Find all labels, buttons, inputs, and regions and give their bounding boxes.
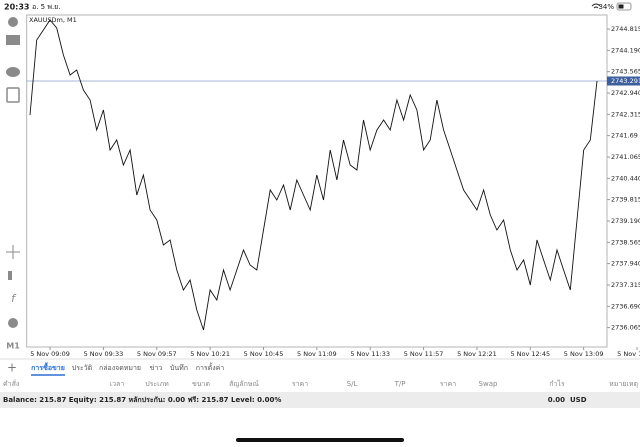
y-tick-label: 2737.940 (611, 260, 640, 268)
y-tick-label: 2742.315 (611, 110, 640, 118)
profit-total: 0.00 (548, 396, 565, 404)
current-price-box (607, 76, 640, 86)
current-price-label: 2743.291 (611, 77, 640, 85)
x-tick-label: 5 Nov 10:21 (190, 350, 230, 358)
status-battery: 34% (598, 3, 614, 11)
y-tick-label: 2741.69 (611, 132, 638, 140)
x-tick-label: 5 Nov 13:09 (564, 350, 604, 358)
y-tick-label: 2737.315 (611, 281, 640, 289)
wifi-icon (591, 3, 601, 9)
x-tick-label: 5 Nov 12:21 (457, 350, 497, 358)
balance-summary: Balance: 215.87 Equity: 215.87 หลักประกั… (3, 396, 281, 404)
chart-frame (26, 14, 608, 348)
timeframe-button[interactable]: M1 (6, 342, 20, 351)
balance-bar (0, 392, 640, 408)
objects-icon[interactable] (8, 318, 18, 328)
column-header: เวลา (110, 380, 125, 388)
function-icon[interactable]: f (11, 292, 17, 305)
x-tick-label: 5 Nov 11:57 (404, 350, 444, 358)
x-tick-label: 5 Nov 13:33 (617, 350, 640, 358)
indicators-icon[interactable] (8, 271, 12, 280)
column-header: ราคา (292, 380, 308, 388)
x-tick-label: 5 Nov 09:33 (84, 350, 124, 358)
column-header: ประเภท (145, 380, 169, 388)
column-header: ขนาด (192, 380, 210, 388)
y-tick-label: 2736.065 (611, 324, 640, 332)
y-tick-label: 2744.815 (611, 25, 640, 33)
column-header: S/L (347, 380, 358, 388)
x-tick-label: 5 Nov 09:09 (30, 350, 70, 358)
tab[interactable]: การซื้อขาย (31, 361, 65, 372)
new-order-icon[interactable] (6, 87, 20, 103)
x-tick-label: 5 Nov 11:33 (350, 350, 390, 358)
x-tick-label: 5 Nov 11:09 (297, 350, 337, 358)
tab[interactable]: ข่าว (150, 364, 163, 372)
status-time: 20:33 (4, 3, 29, 12)
column-header: กำไร (549, 379, 565, 388)
tab[interactable]: การตั้งค่า (196, 361, 225, 372)
column-header: หมายเหตุ (609, 380, 638, 388)
status-date: อ. 5 พ.ย. (32, 3, 61, 11)
crosshair-icon[interactable] (6, 245, 20, 259)
add-button[interactable]: + (7, 361, 17, 375)
column-header: ราคา (440, 380, 456, 388)
chat-icon[interactable] (6, 67, 20, 77)
column-header: สัญลักษณ์ (229, 380, 259, 388)
y-tick-label: 2743.565 (611, 68, 640, 76)
column-header: Swap (479, 380, 498, 388)
tab[interactable]: ประวัติ (72, 364, 93, 372)
x-tick-label: 5 Nov 12:45 (510, 350, 550, 358)
home-indicator (236, 438, 404, 442)
x-tick-label: 5 Nov 10:45 (244, 350, 284, 358)
profit-currency: USD (570, 396, 587, 404)
account-icon[interactable] (8, 17, 18, 27)
column-header: คำสั่ง (3, 379, 19, 388)
column-header: T/P (394, 380, 406, 388)
price-line (29, 19, 598, 331)
battery-icon (616, 2, 632, 11)
tab[interactable]: บันทึก (170, 363, 188, 372)
y-tick-label: 2736.690 (611, 302, 640, 310)
y-tick-label: 2742.940 (611, 89, 640, 97)
chart-symbol: XAUUSDm, M1 (29, 16, 77, 24)
y-tick-label: 2740.440 (611, 174, 640, 182)
y-tick-label: 2744.190 (611, 46, 640, 54)
tab[interactable]: กล่องจดหมาย (99, 364, 141, 372)
trade-icon[interactable] (6, 35, 20, 45)
battery-level (618, 4, 624, 9)
y-tick-label: 2741.065 (611, 153, 640, 161)
y-tick-label: 2738.565 (611, 238, 640, 246)
x-tick-label: 5 Nov 09:57 (137, 350, 177, 358)
y-tick-label: 2739.190 (611, 217, 640, 225)
y-tick-label: 2739.815 (611, 196, 640, 204)
